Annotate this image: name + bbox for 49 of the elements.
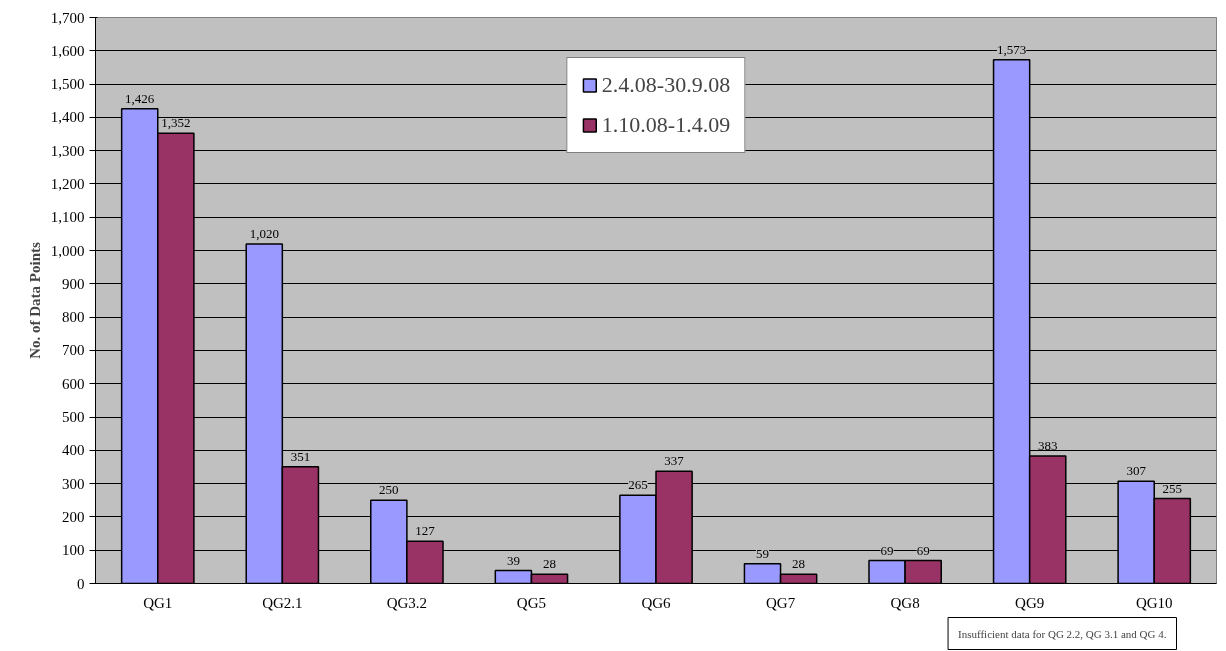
- data-label: 28: [543, 556, 557, 572]
- y-tick-label: 100: [62, 542, 85, 559]
- y-tick-label: 0: [77, 575, 85, 592]
- x-tick-label: QG1: [143, 594, 173, 611]
- y-tick-label: 1,700: [50, 9, 85, 26]
- y-tick-label: 600: [62, 375, 85, 392]
- data-label: 39: [506, 552, 520, 568]
- y-tick-label: 300: [62, 475, 85, 492]
- data-label: 250: [379, 482, 399, 498]
- data-label: 337: [664, 453, 685, 469]
- data-label: 265: [628, 477, 648, 493]
- y-tick-label: 400: [62, 442, 85, 459]
- data-label: 383: [1037, 437, 1058, 453]
- x-tick-label: QG2.1: [262, 594, 303, 611]
- data-label: 69: [880, 542, 894, 558]
- x-tick-label: QG7: [765, 594, 796, 611]
- data-label: 307: [1126, 463, 1147, 479]
- data-label: 1,020: [249, 225, 279, 241]
- data-label: 28: [792, 556, 806, 572]
- data-label: 351: [290, 448, 311, 464]
- y-tick-label: 1,100: [50, 209, 85, 226]
- y-tick-label: 700: [62, 342, 85, 359]
- y-tick-label: 1,600: [50, 42, 85, 59]
- data-label: 1,573: [996, 41, 1027, 57]
- x-tick-label: QG8: [890, 594, 920, 611]
- data-label: 1,352: [161, 115, 191, 131]
- data-label: 1,426: [125, 90, 155, 106]
- y-tick-label: 1,300: [50, 142, 85, 159]
- y-tick-label: 1,500: [50, 76, 85, 93]
- x-tick-label: QG10: [1135, 594, 1173, 611]
- y-axis-title: No. of Data Points: [26, 242, 43, 359]
- y-tick-label: 900: [62, 275, 85, 292]
- y-tick-label: 1,400: [50, 109, 85, 126]
- data-label: 69: [916, 542, 930, 558]
- y-tick-label: 500: [62, 409, 85, 426]
- y-tick-label: 1,200: [50, 175, 85, 192]
- x-tick-label: QG3.2: [386, 594, 428, 611]
- text: Insufficient data for QG 2.2, QG 3.1 and QG 4.: [958, 627, 1167, 640]
- data-label: 59: [755, 545, 769, 561]
- x-tick-label: QG6: [641, 594, 672, 611]
- legend-label: 1.10.08-1.4.09: [601, 112, 731, 138]
- x-tick-label: QG9: [1015, 594, 1045, 611]
- legend-label: 2.4.08-30.9.08: [601, 72, 731, 98]
- y-tick-label: 1,000: [50, 242, 85, 259]
- y-tick-label: 200: [62, 508, 85, 525]
- x-tick-label: QG5: [516, 594, 547, 611]
- data-label: 255: [1162, 480, 1183, 496]
- y-tick-label: 800: [62, 309, 85, 326]
- data-label: 127: [415, 523, 436, 539]
